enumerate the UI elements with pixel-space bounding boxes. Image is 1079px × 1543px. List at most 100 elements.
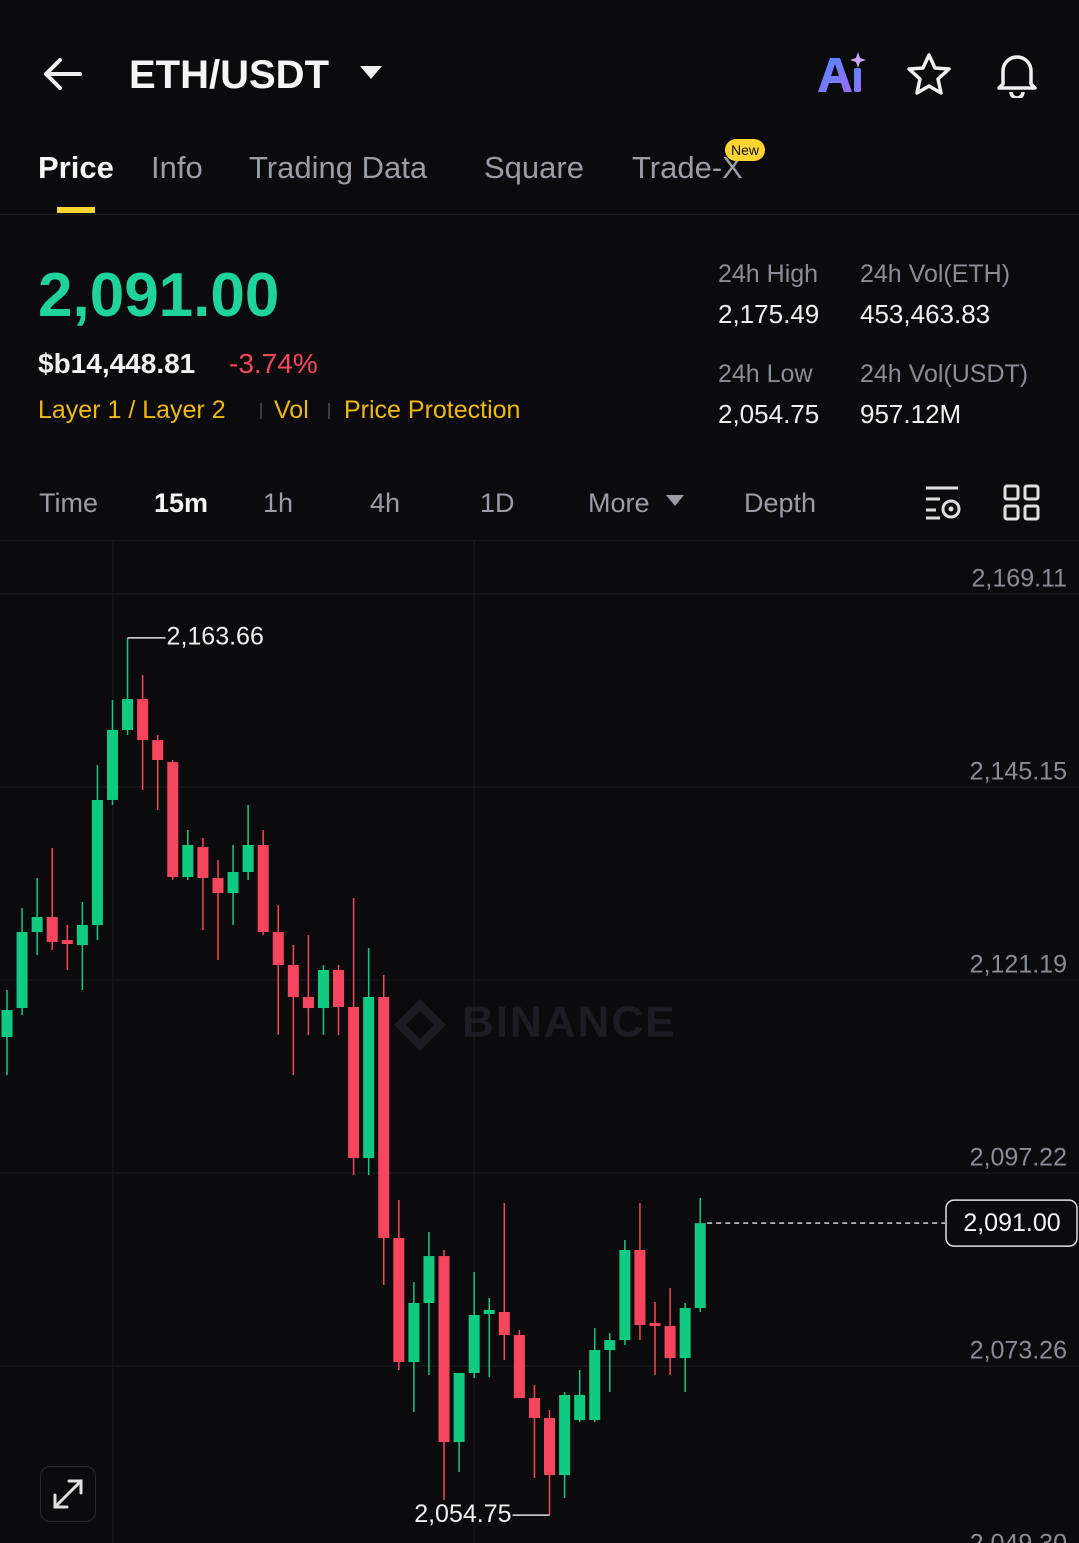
- candle-body: [91, 799, 103, 925]
- candle-body: [664, 1326, 676, 1359]
- last-price: 2,091.00: [38, 261, 280, 330]
- candle-body: [197, 847, 209, 879]
- interval[interactable]: 15m: [154, 488, 209, 518]
- candle-body: [272, 931, 284, 966]
- interval[interactable]: Time: [39, 488, 98, 518]
- favorite-button[interactable]: [906, 52, 952, 96]
- candle-body: [122, 699, 134, 730]
- candle-body: [574, 1394, 586, 1421]
- candle-body: [31, 917, 43, 932]
- tab-indicator: [57, 207, 95, 213]
- new-badge: New: [725, 139, 765, 161]
- tab[interactable]: Square: [484, 150, 584, 185]
- tab[interactable]: Price: [38, 150, 114, 185]
- y-tick-label: 2,121.19: [970, 951, 1067, 979]
- candle-body: [106, 729, 118, 800]
- candle-body: [302, 996, 314, 1009]
- candle-body: [61, 940, 73, 944]
- indicator-settings[interactable]: [924, 484, 964, 522]
- watermark-text: BINANCE: [462, 998, 676, 1047]
- alert-button[interactable]: [994, 50, 1040, 98]
- candle-body: [649, 1323, 661, 1327]
- pair-title[interactable]: ETH/USDT: [129, 53, 329, 97]
- layout-button[interactable]: [1003, 484, 1041, 522]
- tab[interactable]: Trade-X: [632, 150, 743, 185]
- separator: [328, 403, 330, 419]
- candle-body: [227, 871, 239, 894]
- candle-body: [363, 996, 375, 1159]
- fullscreen-icon: [53, 1479, 83, 1509]
- interval[interactable]: 4h: [370, 488, 401, 518]
- candle-body: [46, 917, 58, 942]
- high-label: 2,163.66: [167, 623, 264, 651]
- fiat-price: $b14,448.81: [38, 348, 196, 379]
- candle-body: [242, 844, 254, 872]
- candle-body: [423, 1256, 435, 1304]
- candle-body: [137, 699, 149, 741]
- interval[interactable]: Depth: [744, 488, 817, 518]
- candle-body: [453, 1373, 465, 1443]
- candle-body: [348, 1006, 360, 1159]
- candle-body: [393, 1238, 405, 1363]
- candle-body: [498, 1312, 510, 1335]
- tag[interactable]: Vol: [274, 396, 309, 424]
- price-change: -3.74%: [229, 348, 318, 379]
- candle-body: [468, 1315, 480, 1374]
- candle-body: [378, 996, 390, 1239]
- candle-body: [287, 965, 299, 997]
- interval[interactable]: 1h: [263, 488, 294, 518]
- candle-body: [619, 1250, 631, 1341]
- candle-body: [16, 931, 28, 1009]
- y-tick-label: 2,049.30: [970, 1530, 1067, 1543]
- candle-body: [438, 1256, 450, 1443]
- pair-dropdown[interactable]: [358, 64, 384, 82]
- candle-body: [528, 1398, 540, 1419]
- candle-body: [513, 1334, 525, 1399]
- candle-body: [167, 762, 179, 877]
- candle-body: [408, 1303, 420, 1363]
- tab[interactable]: Trading Data: [249, 150, 428, 185]
- ai-button[interactable]: [814, 50, 870, 96]
- candle-body: [1, 1010, 13, 1038]
- tag[interactable]: Layer 1 / Layer 2: [38, 396, 226, 424]
- low-label: 2,054.75: [414, 1500, 511, 1528]
- tab[interactable]: Info: [151, 150, 203, 185]
- candle-body: [317, 970, 329, 1009]
- candle-body: [694, 1223, 706, 1309]
- more-dropdown[interactable]: [665, 494, 685, 508]
- fullscreen-button[interactable]: [40, 1466, 96, 1522]
- stat-value: 453,463.83: [860, 299, 991, 329]
- candle-body: [604, 1340, 616, 1351]
- candle-body: [544, 1418, 556, 1476]
- stat-label: 24h Low: [718, 360, 813, 388]
- stat-value: 957.12M: [860, 399, 962, 429]
- last-price-box: [945, 1199, 1078, 1247]
- candle-body: [212, 878, 224, 894]
- candle-body: [76, 924, 88, 946]
- candle-body: [257, 844, 269, 932]
- candle-body: [559, 1394, 571, 1476]
- candlestick-chart: BINANCE 2,169.11 2,145.15 2,121.19 2,097.22…: [0, 541, 1079, 1543]
- tag[interactable]: Price Protection: [344, 396, 521, 424]
- interval[interactable]: 1D: [480, 488, 515, 518]
- stat-value: 2,175.49: [718, 299, 820, 329]
- candle-body: [589, 1350, 601, 1421]
- y-tick-label: 2,169.11: [972, 565, 1067, 593]
- stat-label: 24h Vol(ETH): [860, 260, 1011, 288]
- back-button[interactable]: [40, 56, 84, 92]
- last-price-label: 2,091.00: [963, 1209, 1060, 1237]
- divider: [0, 540, 1079, 541]
- candle-body: [152, 740, 164, 761]
- y-tick-label: 2,097.22: [970, 1144, 1067, 1172]
- interval[interactable]: More: [588, 488, 650, 518]
- divider: [0, 214, 1079, 215]
- candle-body: [679, 1308, 691, 1359]
- y-tick-label: 2,145.15: [970, 758, 1067, 786]
- candle-body: [182, 844, 194, 877]
- stat-label: 24h Vol(USDT): [860, 360, 1029, 388]
- candle-body: [333, 970, 345, 1007]
- candle-body: [634, 1250, 646, 1325]
- stat-value: 2,054.75: [718, 399, 820, 429]
- separator: [260, 403, 262, 419]
